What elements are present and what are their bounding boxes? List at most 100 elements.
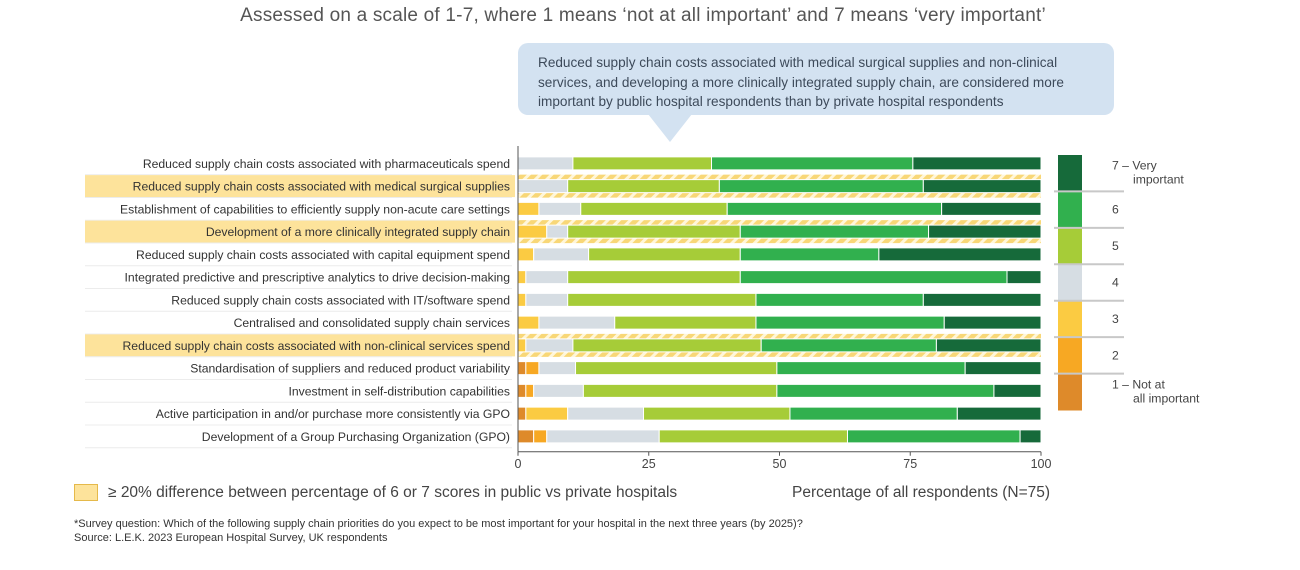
bar-segment-score-5 — [567, 179, 720, 194]
category-label: Reduced supply chain costs associated wi… — [136, 248, 510, 262]
bar-segment-score-7 — [1019, 429, 1042, 444]
callout-tail — [648, 114, 692, 142]
bar-segment-score-4 — [517, 179, 569, 194]
bar-segment-score-6 — [776, 361, 966, 376]
callout-bubble: Reduced supply chain costs associated wi… — [518, 43, 1114, 142]
bar-segment-score-7 — [912, 156, 1042, 171]
scale-label: 3 — [1112, 312, 1119, 326]
x-tick-label: 100 — [1031, 457, 1052, 471]
highlight-legend-label: ≥ 20% difference between percentage of 6… — [108, 484, 678, 501]
category-label: Investment in self-distribution capabili… — [288, 384, 510, 398]
scale-label: 7 – Very — [1112, 159, 1158, 173]
chart-title: Assessed on a scale of 1-7, where 1 mean… — [240, 5, 1046, 26]
scale-swatch-3 — [1058, 300, 1082, 338]
bar-segment-score-7 — [993, 383, 1042, 398]
bar-segment-score-5 — [572, 338, 762, 353]
bar-segment-score-2 — [525, 383, 535, 398]
scale-label: 5 — [1112, 239, 1119, 253]
bar-segment-score-5 — [567, 270, 741, 285]
bar-segment-score-4 — [525, 338, 574, 353]
x-tick-label: 25 — [642, 457, 656, 471]
bar-segment-score-1 — [517, 383, 527, 398]
bar-segment-score-7 — [941, 201, 1042, 216]
footnote-question: *Survey question: Which of the following… — [74, 518, 803, 530]
bar-segment-score-3 — [517, 270, 527, 285]
bar-segment-score-5 — [588, 247, 741, 262]
category-label: Reduced supply chain costs associated wi… — [123, 339, 511, 353]
bar-segment-score-3 — [517, 224, 548, 239]
scale-swatch-1 — [1058, 373, 1082, 411]
footnote-source: Source: L.E.K. 2023 European Hospital Su… — [74, 532, 388, 544]
bar-segment-score-5 — [567, 224, 741, 239]
bar-segment-score-4 — [546, 224, 569, 239]
bar-segment-score-4 — [525, 292, 569, 307]
scale-swatch-7 — [1058, 155, 1082, 192]
bar-segment-score-7 — [928, 224, 1042, 239]
scale-label: 4 — [1112, 276, 1119, 290]
highlight-band — [85, 175, 515, 198]
bar-segment-score-7 — [943, 315, 1042, 330]
bar-segment-score-7 — [964, 361, 1042, 376]
bar-segment-score-4 — [533, 383, 584, 398]
bar-segment-score-6 — [718, 179, 924, 194]
category-label: Centralised and consolidated supply chai… — [234, 316, 510, 330]
bar-segment-score-6 — [755, 292, 924, 307]
scale-swatch-2 — [1058, 337, 1082, 375]
bar-segment-score-4 — [538, 201, 582, 216]
bar-segment-score-2 — [533, 429, 548, 444]
bar-segment-score-4 — [517, 156, 574, 171]
highlight-band — [85, 220, 515, 243]
category-label: Active participation in and/or purchase … — [156, 407, 510, 421]
bar-segment-score-3 — [525, 406, 569, 421]
bar-segment-score-3 — [517, 338, 527, 353]
x-axis-title: Percentage of all respondents (N=75) — [792, 484, 1051, 501]
bar-segment-score-5 — [575, 361, 778, 376]
bar-segment-score-6 — [739, 224, 930, 239]
bar-segment-score-3 — [517, 292, 527, 307]
scale-swatch-5 — [1058, 227, 1082, 265]
category-label: Establishment of capabilities to efficie… — [120, 202, 510, 216]
category-label: Reduced supply chain costs associated wi… — [133, 180, 510, 194]
bar-segment-score-5 — [567, 292, 757, 307]
callout-text: Reduced supply chain costs associated wi… — [538, 55, 1064, 109]
bar-segment-score-4 — [567, 406, 645, 421]
bar-segment-score-6 — [789, 406, 958, 421]
bar-segment-score-6 — [739, 247, 880, 262]
bar-segment-score-4 — [538, 361, 577, 376]
bar-segment-score-4 — [538, 315, 616, 330]
x-tick-label: 75 — [903, 457, 917, 471]
bar-segment-score-1 — [517, 406, 527, 421]
bar-segment-score-7 — [956, 406, 1042, 421]
bar-segment-score-7 — [878, 247, 1042, 262]
category-label: Development of a more clinically integra… — [206, 225, 510, 239]
bar-segment-score-5 — [643, 406, 791, 421]
bar-segment-score-7 — [935, 338, 1042, 353]
bar-segment-score-4 — [525, 270, 569, 285]
x-tick-label: 50 — [773, 457, 787, 471]
bar-segment-score-3 — [517, 315, 540, 330]
scale-label: important — [1133, 173, 1184, 187]
bar-segment-score-7 — [1006, 270, 1042, 285]
bar-segment-score-5 — [572, 156, 713, 171]
bar-segment-score-7 — [922, 292, 1042, 307]
scale-label: 1 – Not at — [1112, 377, 1165, 391]
bar-segment-score-6 — [760, 338, 937, 353]
bar-segment-score-3 — [517, 201, 540, 216]
bar-segment-score-6 — [739, 270, 1008, 285]
highlight-legend-swatch — [74, 484, 98, 501]
bar-segment-score-7 — [922, 179, 1042, 194]
bar-segment-score-3 — [517, 247, 535, 262]
bar-segment-score-5 — [580, 201, 728, 216]
x-tick-label: 0 — [515, 457, 522, 471]
footnote: *Survey question: Which of the following… — [74, 517, 803, 545]
scale-label: 6 — [1112, 203, 1119, 217]
scale-swatch-6 — [1058, 191, 1082, 229]
scale-label: all important — [1133, 391, 1200, 405]
bar-segment-score-2 — [525, 361, 540, 376]
bar-segment-score-5 — [582, 383, 778, 398]
bar-segment-score-1 — [517, 429, 535, 444]
bar-segment-score-6 — [755, 315, 945, 330]
bar-segment-score-6 — [846, 429, 1021, 444]
highlight-band — [85, 334, 515, 357]
